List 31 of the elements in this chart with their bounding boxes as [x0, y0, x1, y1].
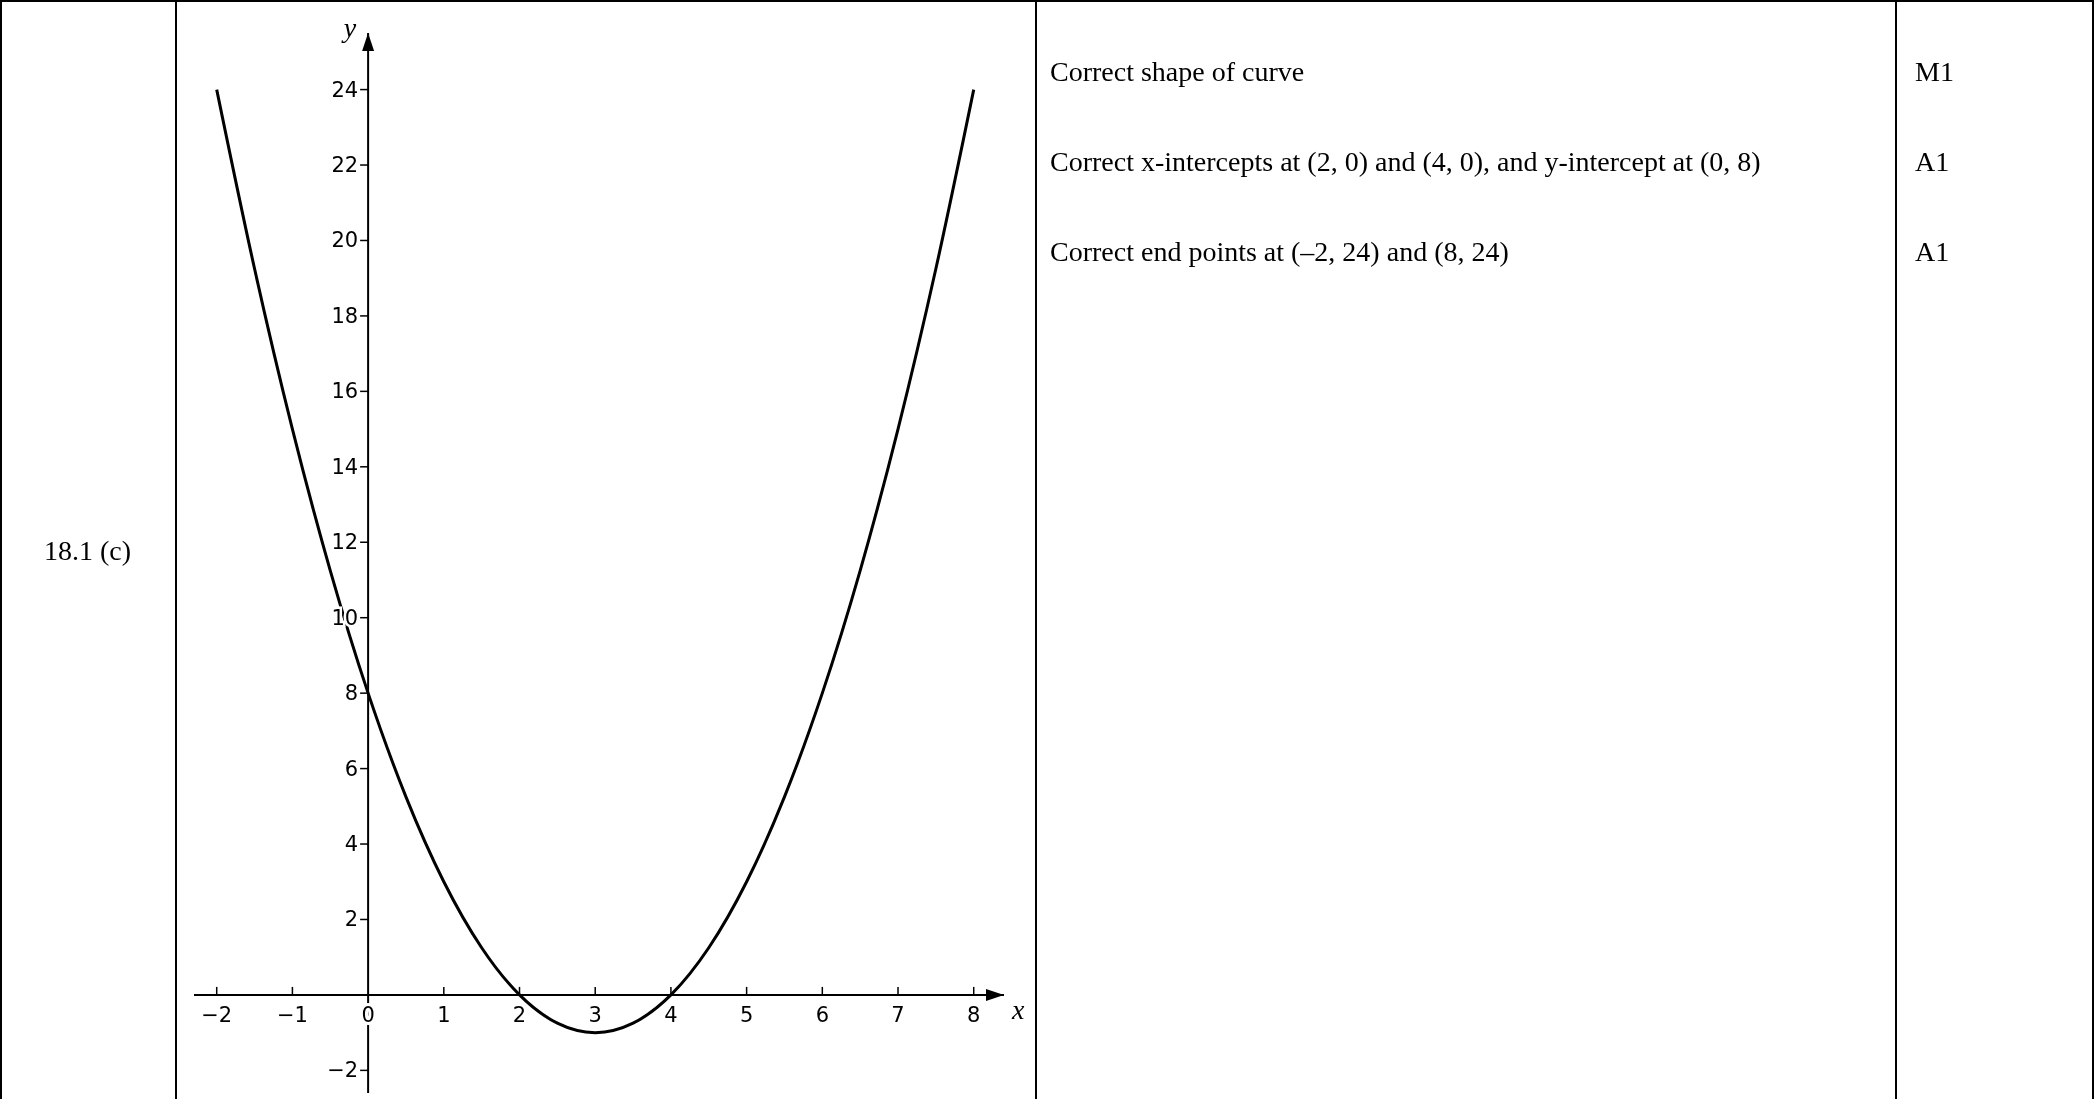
y-tick-label: 8 [344, 681, 359, 706]
y-tick-label: 24 [331, 77, 359, 102]
text: Correct shape of curve [1050, 56, 1305, 88]
x-tick-label: 2 [512, 1002, 527, 1027]
text: Correct end points at (–2, 24) and (8, 24) [1050, 236, 1509, 268]
x-tick-label: 4 [664, 1002, 678, 1027]
x-tick-label: 3 [588, 1002, 602, 1027]
y-tick-label: 16 [331, 379, 359, 404]
x-tick-label: 8 [967, 1002, 981, 1027]
text: A1 [1915, 146, 1950, 178]
x-tick-label: 5 [739, 1002, 754, 1027]
y-tick-label: 6 [344, 756, 359, 781]
text: A1 [1915, 236, 1950, 268]
y-tick-label: 18 [331, 303, 359, 328]
y-axis-title: y [340, 12, 357, 43]
y-tick-label: 2 [344, 907, 359, 932]
y-tick-label: −2 [327, 1058, 359, 1083]
x-tick-label: 6 [815, 1002, 830, 1027]
y-tick-label: 12 [331, 530, 359, 555]
y-tick-label: 14 [331, 454, 359, 479]
x-tick-label: −1 [276, 1002, 308, 1027]
y-tick-label: 22 [331, 153, 359, 178]
x-tick-label: −2 [201, 1002, 233, 1027]
x-tick-label: 1 [437, 1002, 451, 1027]
y-tick-label: 20 [331, 228, 359, 253]
text: 18.1 (c) [42, 535, 133, 567]
text: M1 [1915, 56, 1954, 88]
y-tick-label: 4 [344, 832, 359, 857]
x-tick-label: 7 [891, 1002, 905, 1027]
text: Correct x-intercepts at (2, 0) and (4, 0), and y-intercept at (0, 8) [1050, 146, 1761, 178]
x-axis-title: x [1011, 993, 1025, 1025]
